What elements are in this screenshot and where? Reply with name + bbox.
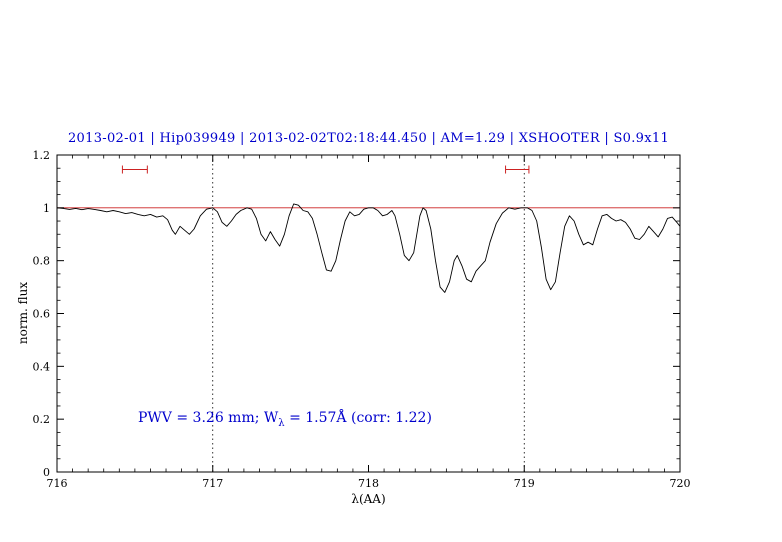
lambda-subscript: λ	[278, 417, 285, 429]
svg-text:719: 719	[514, 477, 535, 490]
svg-text:0.6: 0.6	[33, 308, 51, 321]
svg-text:718: 718	[358, 477, 379, 490]
svg-text:0.8: 0.8	[33, 255, 51, 268]
pwv-annotation-text2: = 1.57Å (corr: 1.22)	[284, 410, 432, 426]
svg-text:1.2: 1.2	[33, 149, 51, 162]
svg-text:720: 720	[670, 477, 691, 490]
x-axis-label: λ(AA)	[351, 492, 386, 506]
pwv-annotation: PWV = 3.26 mm; Wλ = 1.57Å (corr: 1.22)	[138, 410, 432, 429]
svg-text:1: 1	[43, 202, 50, 215]
svg-text:0.4: 0.4	[33, 360, 51, 373]
pwv-annotation-text: PWV = 3.26 mm; W	[138, 410, 279, 426]
svg-text:717: 717	[202, 477, 223, 490]
y-axis-label: norm. flux	[16, 281, 30, 345]
plot-title: 2013-02-01 | Hip039949 | 2013-02-02T02:1…	[67, 131, 670, 146]
svg-text:716: 716	[47, 477, 68, 490]
svg-text:0.2: 0.2	[33, 413, 51, 426]
svg-text:0: 0	[43, 466, 50, 479]
